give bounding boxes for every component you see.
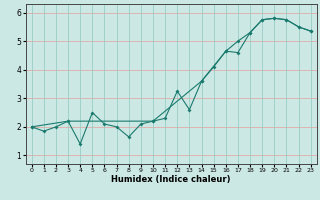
X-axis label: Humidex (Indice chaleur): Humidex (Indice chaleur) (111, 175, 231, 184)
